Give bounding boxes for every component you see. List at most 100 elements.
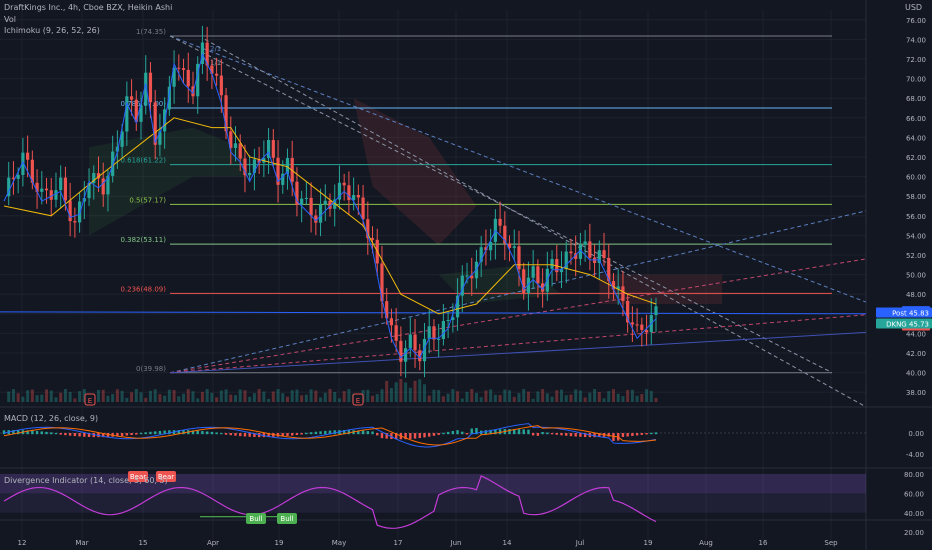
- volume-bar: [422, 384, 426, 402]
- time-tick-label: 15: [139, 539, 148, 547]
- candle-body: [578, 244, 583, 259]
- candle-body: [63, 177, 68, 201]
- volume-bar: [16, 393, 20, 402]
- macd-histogram-bar: [149, 431, 152, 435]
- horizontal-line: [0, 311, 867, 315]
- volume-bar: [654, 398, 658, 402]
- macd-histogram-bar: [163, 430, 166, 435]
- volume-bar: [441, 396, 445, 402]
- macd-histogram-bar: [295, 433, 299, 436]
- candle-body: [44, 188, 49, 191]
- candle-body: [167, 86, 171, 110]
- macd-histogram-bar: [394, 433, 398, 440]
- macd-histogram-bar: [347, 430, 351, 435]
- fib-retracement[interactable]: 1(74.35) 0.786(67.00) 0.618(61.22) 0.5(57.1…: [120, 28, 832, 374]
- candle-body: [597, 250, 601, 263]
- div-tick-label: 80.00: [904, 471, 924, 479]
- candle-body: [517, 246, 521, 270]
- candle-body: [536, 266, 540, 284]
- macd-histogram-bar: [78, 433, 81, 437]
- macd-histogram-bar: [130, 433, 133, 436]
- volume-bar: [432, 389, 436, 402]
- gann-fan-line: [169, 314, 867, 374]
- candle-body: [583, 241, 587, 245]
- volume-bar: [649, 390, 653, 402]
- volume-bar: [645, 389, 649, 402]
- volume-bar: [177, 396, 181, 402]
- macd-histogram-bar: [446, 431, 450, 435]
- macd-histogram-bar: [83, 433, 86, 437]
- volume-bar: [111, 394, 115, 402]
- volume-bar: [300, 395, 304, 402]
- candle-body: [73, 221, 77, 223]
- bull-label: Bull: [249, 515, 262, 523]
- cloud-bear: [353, 98, 477, 246]
- macd-histogram-bar: [583, 433, 587, 438]
- volume-bar: [323, 392, 327, 402]
- macd-histogram-bar: [531, 433, 535, 436]
- gann-fan-line: [169, 210, 867, 374]
- volume-bar: [437, 390, 441, 402]
- candle-body: [352, 195, 356, 201]
- volume-bar: [413, 380, 417, 402]
- time-axis[interactable]: 12 Mar 15 Apr 19 May 17 Jun 14 Jul 19 Aug 16 Sep: [18, 539, 839, 547]
- chart-title: DraftKings Inc., 4h, Cboe BZX, Heikin As…: [4, 3, 173, 12]
- macd-histogram-bar: [593, 433, 596, 438]
- price-tick-label: 40.00: [906, 370, 926, 378]
- price-badge-text: DKNG 45.73: [886, 320, 929, 328]
- volume-bar: [564, 395, 568, 402]
- candle-body: [11, 177, 16, 179]
- macd-histogram-bar: [54, 432, 58, 435]
- macd-histogram-bar: [522, 429, 525, 435]
- macd-histogram-bar: [253, 433, 256, 438]
- volume-bar: [380, 389, 384, 402]
- volume-bar: [446, 393, 450, 402]
- price-tick-label: 50.00: [906, 272, 926, 280]
- gann-label: 1/1: [210, 59, 221, 67]
- macd-histogram-bar: [428, 433, 431, 437]
- candle-body: [219, 75, 223, 96]
- macd-histogram-bar: [116, 433, 119, 437]
- volume-bar: [531, 398, 535, 402]
- volume-bar: [389, 387, 393, 402]
- macd-histogram-bar: [40, 431, 43, 435]
- candle-body: [30, 159, 34, 183]
- price-tick-label: 74.00: [906, 36, 926, 44]
- macd-histogram-bar: [565, 433, 568, 436]
- volume-bar: [503, 389, 507, 402]
- gann-label: 2/1: [210, 45, 221, 53]
- volume-bar: [574, 389, 578, 402]
- earnings-marker: [84, 393, 96, 406]
- candle-body: [49, 190, 53, 200]
- volume-bar: [11, 389, 15, 402]
- macd-histogram-bar: [380, 433, 384, 439]
- candle-body: [507, 243, 512, 248]
- volume-bar: [319, 397, 323, 402]
- macd-histogram-bar: [371, 431, 374, 435]
- volume-bar: [182, 393, 186, 402]
- macd-histogram-bar: [437, 433, 440, 435]
- currency-label: USD: [905, 3, 923, 12]
- candle-body: [460, 275, 464, 296]
- price-axis[interactable]: 76.00 74.00 72.00 70.00 68.00 66.00 64.00 62.00…: [904, 17, 926, 537]
- trend-lines[interactable]: 2/1 1/1: [0, 35, 867, 408]
- candle-body: [295, 181, 299, 205]
- candle-body: [366, 219, 370, 239]
- macd-histogram-bar: [239, 433, 242, 437]
- volume-bar: [536, 391, 540, 402]
- candle-body: [139, 105, 143, 122]
- candle-body: [654, 306, 658, 316]
- volume-bar: [333, 391, 337, 402]
- volume-bar: [219, 390, 223, 402]
- candle-body: [635, 324, 639, 326]
- candle-body: [77, 201, 82, 223]
- macd-histogram-bar: [135, 433, 138, 435]
- volume-bar: [153, 389, 157, 402]
- volume-bar: [229, 394, 233, 402]
- macd-histogram-bar: [541, 432, 544, 435]
- macd-histogram-bar: [158, 430, 162, 435]
- macd-tick-label: 0.00: [908, 430, 924, 438]
- volume-bar: [465, 391, 469, 402]
